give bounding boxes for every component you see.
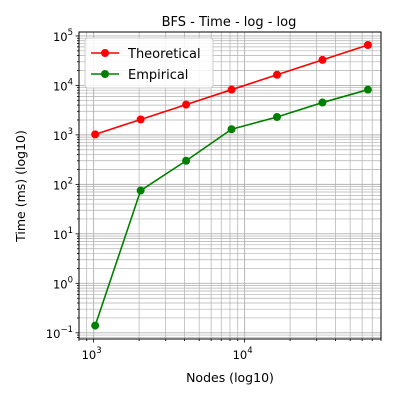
data-point-theoretical [91,130,100,139]
x-tick-label: 104 [233,346,253,362]
legend-box [84,37,214,89]
chart-title: BFS - Time - log - log [162,15,297,30]
x-axis-label: Nodes (log10) [186,370,274,385]
data-point-empirical [91,321,100,330]
y-tick-label: 101 [53,226,73,242]
y-tick-label: 104 [53,77,73,93]
y-axis-label: Time (ms) (log10) [13,130,28,243]
y-tick-label: 100 [53,275,73,291]
data-point-empirical [273,112,282,121]
data-point-theoretical [363,40,372,49]
data-point-theoretical [182,100,191,109]
legend-label: Empirical [128,68,188,83]
series-layer [91,40,372,330]
ticks: 103 104 10−1 100 101 102 103 104 105 [46,28,382,362]
legend-label: Theoretical [127,47,201,62]
data-point-theoretical [318,55,327,64]
y-tick-label: 105 [53,28,73,44]
legend: Theoretical Empirical [84,37,214,89]
data-point-theoretical [227,85,236,94]
y-tick-label: 10−1 [46,325,73,341]
data-point-theoretical [273,70,282,79]
y-tick-label: 103 [53,127,73,143]
data-point-empirical [227,125,236,134]
legend-swatch-marker [101,70,109,78]
x-tick-label: 103 [82,346,102,362]
data-point-empirical [363,85,372,94]
data-point-empirical [136,186,145,195]
data-point-empirical [182,156,191,165]
y-tick-label: 102 [53,176,73,192]
legend-swatch-marker [101,49,109,57]
data-point-empirical [318,98,327,107]
data-point-theoretical [136,115,145,124]
